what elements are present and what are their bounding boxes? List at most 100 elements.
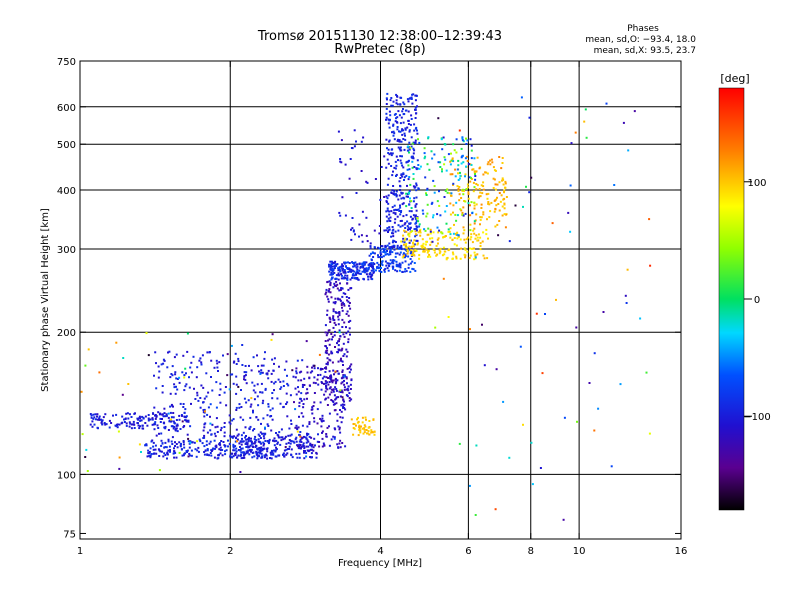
data-point <box>425 194 428 196</box>
data-point <box>318 445 321 448</box>
data-point <box>496 196 498 199</box>
data-point <box>458 442 461 445</box>
data-point <box>341 442 344 444</box>
data-point <box>273 382 276 385</box>
data-point <box>403 243 405 246</box>
data-point <box>280 439 283 442</box>
data-point <box>605 102 608 105</box>
data-point <box>280 386 283 389</box>
data-point <box>400 149 403 152</box>
data-point <box>389 262 392 265</box>
data-point <box>343 379 345 382</box>
data-point <box>454 232 457 235</box>
data-point <box>416 217 419 219</box>
data-point <box>110 422 113 424</box>
data-point <box>155 452 158 455</box>
data-point <box>371 269 374 272</box>
data-point <box>285 360 288 363</box>
data-point <box>368 420 371 422</box>
data-point <box>350 270 353 273</box>
data-point <box>427 233 430 236</box>
data-point <box>299 431 302 433</box>
data-point <box>196 366 199 369</box>
data-point <box>388 226 391 229</box>
data-point <box>399 263 402 266</box>
data-point <box>242 457 245 459</box>
data-point <box>181 371 184 374</box>
data-point <box>422 249 425 252</box>
data-point <box>437 161 440 164</box>
data-point <box>404 245 407 248</box>
data-point <box>306 397 308 400</box>
data-point <box>393 240 396 243</box>
data-point <box>172 420 175 423</box>
data-point <box>435 254 438 257</box>
data-point <box>213 439 216 442</box>
data-point <box>164 441 167 444</box>
data-point <box>379 252 382 255</box>
data-point <box>309 442 312 445</box>
data-point <box>272 369 275 372</box>
data-point <box>248 436 250 439</box>
data-point <box>329 291 332 294</box>
data-point <box>243 375 246 377</box>
data-point <box>432 214 435 217</box>
data-point <box>85 448 88 451</box>
data-point <box>167 438 170 441</box>
data-point <box>181 454 184 457</box>
data-point <box>414 139 417 142</box>
data-point <box>346 310 349 313</box>
data-point <box>196 440 199 443</box>
data-point <box>356 265 359 268</box>
data-point <box>362 432 365 435</box>
data-point <box>175 353 178 356</box>
data-point <box>337 351 339 354</box>
data-point <box>417 242 419 245</box>
data-point <box>255 453 258 456</box>
data-point <box>375 269 377 272</box>
data-point <box>344 277 346 279</box>
data-point <box>163 412 166 415</box>
data-point <box>453 237 456 239</box>
data-point <box>410 207 413 209</box>
data-point <box>257 447 260 450</box>
data-point <box>397 229 400 232</box>
data-point <box>479 218 482 221</box>
data-point <box>412 268 415 271</box>
data-point <box>138 427 141 430</box>
data-point <box>115 341 118 344</box>
data-point <box>416 129 418 132</box>
data-point <box>479 223 481 226</box>
data-point <box>299 447 302 450</box>
data-point <box>224 450 226 453</box>
data-point <box>347 261 349 264</box>
data-point <box>403 223 406 226</box>
data-point <box>300 392 303 395</box>
data-point <box>413 228 416 231</box>
data-point <box>401 192 404 195</box>
data-point <box>384 267 387 270</box>
data-point <box>489 159 491 162</box>
x-tick-label: 1 <box>77 546 83 557</box>
data-point <box>369 245 372 248</box>
data-point <box>467 197 470 200</box>
data-point <box>232 455 235 458</box>
data-point <box>181 414 183 417</box>
data-point <box>298 401 301 404</box>
data-point <box>290 423 293 425</box>
data-point <box>268 438 271 441</box>
data-point <box>330 333 333 335</box>
data-point <box>326 332 329 335</box>
data-point <box>337 396 340 399</box>
data-point <box>158 469 161 472</box>
data-point <box>336 283 339 286</box>
data-point <box>166 453 169 456</box>
data-point <box>382 250 385 253</box>
data-point <box>155 387 158 390</box>
data-point <box>381 260 384 263</box>
data-point <box>488 203 491 206</box>
data-point <box>460 147 463 150</box>
data-point <box>299 435 302 438</box>
data-point <box>162 415 165 418</box>
data-point <box>265 454 268 457</box>
